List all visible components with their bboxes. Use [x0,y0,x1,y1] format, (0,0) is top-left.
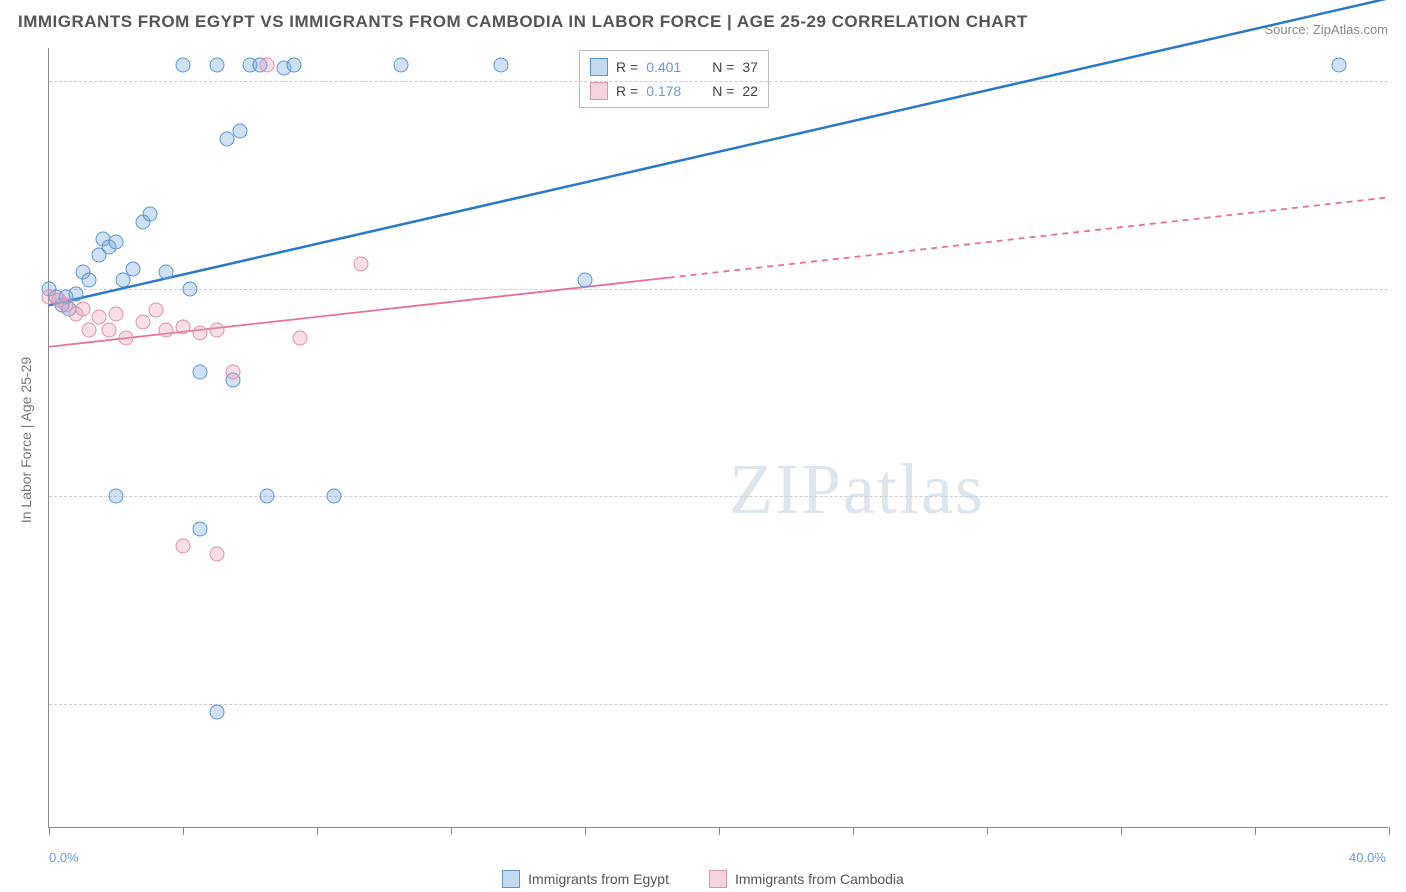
source-attribution: Source: ZipAtlas.com [1264,22,1388,37]
data-point-egypt [326,489,341,504]
data-point-cambodia [226,364,241,379]
data-point-cambodia [209,323,224,338]
data-point-egypt [209,57,224,72]
legend-label-cambodia: Immigrants from Cambodia [735,871,904,887]
data-point-cambodia [102,323,117,338]
data-point-cambodia [82,323,97,338]
data-point-cambodia [293,331,308,346]
bottom-legend: Immigrants from Egypt Immigrants from Ca… [0,870,1406,888]
data-point-egypt [393,57,408,72]
x-tick [853,827,854,835]
data-point-cambodia [135,314,150,329]
x-tick [719,827,720,835]
trendlines [49,48,1389,828]
x-tick [1255,827,1256,835]
data-point-egypt [209,704,224,719]
data-point-egypt [1331,57,1346,72]
data-point-egypt [142,206,157,221]
data-point-cambodia [119,331,134,346]
data-point-cambodia [92,309,107,324]
data-point-egypt [232,123,247,138]
data-point-egypt [182,281,197,296]
data-point-egypt [286,57,301,72]
data-point-cambodia [109,306,124,321]
data-point-cambodia [353,256,368,271]
data-point-egypt [578,273,593,288]
data-point-cambodia [259,57,274,72]
swatch-blue-icon [502,870,520,888]
x-tick-label: 0.0% [49,850,79,865]
plot-area: ZIPatlas R = 0.401 N = 37 R = 0.178 N = … [48,48,1388,828]
y-axis-title: In Labor Force | Age 25-29 [18,357,34,523]
data-point-egypt [82,273,97,288]
data-point-cambodia [149,303,164,318]
x-tick [585,827,586,835]
data-point-cambodia [176,319,191,334]
x-tick [49,827,50,835]
data-point-egypt [176,57,191,72]
data-point-cambodia [159,323,174,338]
data-point-egypt [125,261,140,276]
x-tick [183,827,184,835]
data-point-cambodia [176,538,191,553]
swatch-pink-icon [709,870,727,888]
data-point-egypt [219,132,234,147]
x-tick [451,827,452,835]
legend-label-egypt: Immigrants from Egypt [528,871,669,887]
data-point-egypt [192,364,207,379]
chart-title: IMMIGRANTS FROM EGYPT VS IMMIGRANTS FROM… [18,12,1028,32]
x-tick [317,827,318,835]
data-point-cambodia [192,326,207,341]
data-point-cambodia [75,301,90,316]
x-tick [1121,827,1122,835]
data-point-egypt [109,235,124,250]
data-point-egypt [192,522,207,537]
data-point-egypt [159,265,174,280]
x-tick [987,827,988,835]
data-point-cambodia [209,547,224,562]
bottom-legend-egypt: Immigrants from Egypt [502,870,669,888]
chart-container: IMMIGRANTS FROM EGYPT VS IMMIGRANTS FROM… [0,0,1406,892]
data-point-egypt [259,489,274,504]
bottom-legend-cambodia: Immigrants from Cambodia [709,870,904,888]
data-point-egypt [494,57,509,72]
data-point-egypt [109,489,124,504]
x-tick-label: 40.0% [1349,850,1386,865]
x-tick [1389,827,1390,835]
